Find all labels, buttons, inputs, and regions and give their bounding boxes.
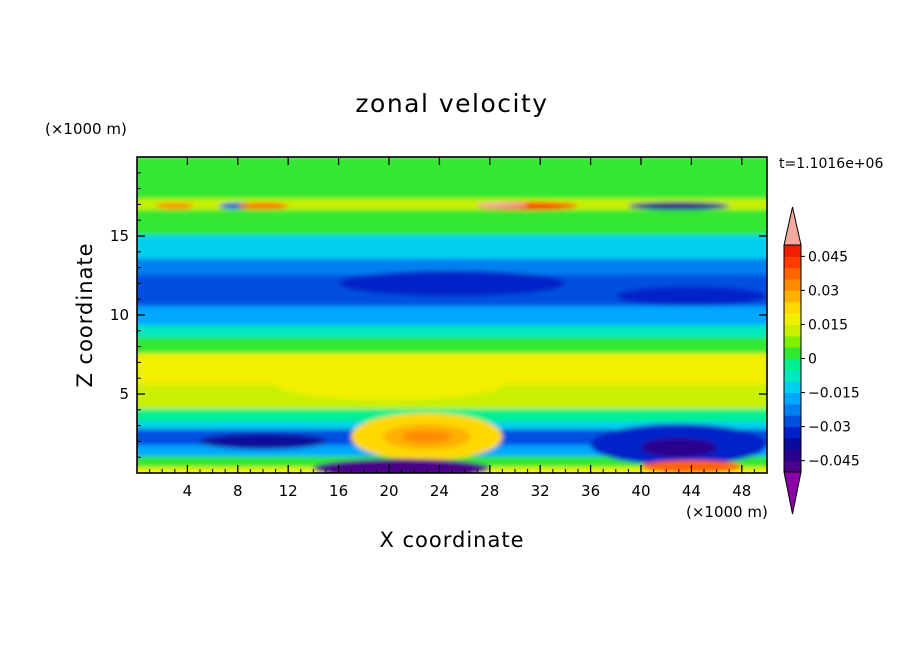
contour-band-0 — [137, 157, 767, 190]
colorbar-swatch — [784, 437, 801, 450]
x-tick-label: 32 — [531, 482, 550, 500]
colorbar-swatch — [784, 301, 801, 314]
contour-feature-10 — [653, 204, 704, 208]
y-tick-label: 15 — [110, 227, 129, 245]
colorbar-swatch — [784, 290, 801, 303]
y-axis: 5 10 15 — [110, 172, 767, 458]
contour-feature-8 — [477, 202, 528, 208]
colorbar-swatch — [784, 245, 801, 257]
colorbar-swatch — [784, 279, 801, 291]
x-tick-label: 4 — [183, 482, 193, 500]
colorbar-swatch — [784, 335, 801, 348]
colorbar-tick-label: 0.015 — [808, 317, 848, 333]
contour-feature-16 — [275, 368, 503, 401]
colorbar-swatch — [784, 358, 801, 371]
x-tick-label: 16 — [329, 482, 348, 500]
colorbar-swatch — [784, 267, 801, 280]
chart-title: zonal velocity — [355, 89, 548, 118]
colorbar-swatch — [784, 426, 801, 439]
contour-feature-17 — [200, 433, 326, 450]
colorbar-swatch — [784, 403, 801, 416]
colorbar-under-arrow — [783, 471, 802, 515]
contour-band-8 — [137, 325, 767, 340]
contour-feature-2 — [401, 430, 452, 443]
x-tick-label: 40 — [631, 482, 650, 500]
y-axis-label: Z coordinate — [73, 242, 97, 387]
x-tick-label: 20 — [379, 482, 398, 500]
x-unit-label: (×1000 m) — [686, 503, 768, 521]
x-tick-label: 24 — [430, 482, 449, 500]
y-unit-label: (×1000 m) — [45, 120, 127, 138]
contour-feature-5 — [313, 458, 490, 473]
time-label: t=1.1016e+06 — [779, 156, 883, 172]
colorbar: −0.045 −0.03 −0.015 0 0.015 0.03 0.045 — [783, 206, 860, 515]
contour-feature-13 — [155, 202, 194, 210]
x-axis-label: X coordinate — [379, 528, 524, 552]
colorbar-swatch — [784, 392, 801, 405]
contour-band-2 — [137, 198, 767, 212]
y-tick-label: 5 — [119, 385, 129, 403]
colorbar-swatch — [784, 460, 801, 473]
colorbar-tick-label: 0 — [808, 352, 817, 368]
y-tick-label: 10 — [110, 306, 129, 324]
x-tick-label: 12 — [279, 482, 298, 500]
x-tick-label: 8 — [233, 482, 243, 500]
colorbar-swatch — [784, 324, 801, 337]
colorbar-tick-label: −0.015 — [808, 386, 860, 402]
contour-feature-15 — [615, 286, 767, 306]
contour-feature-12 — [237, 202, 289, 210]
x-tick-label: 48 — [732, 482, 751, 500]
colorbar-swatch — [784, 313, 801, 325]
x-axis: 4 8 12 16 20 24 28 32 36 40 44 48 — [149, 157, 755, 500]
colorbar-swatch — [784, 256, 801, 269]
contour-band-1 — [137, 187, 767, 201]
colorbar-swatch — [784, 369, 801, 382]
colorbar-over-arrow — [783, 206, 802, 246]
colorbar-tick-label: 0.03 — [808, 283, 839, 299]
contour-band-7 — [137, 306, 767, 328]
colorbar-tick-label: −0.045 — [808, 454, 860, 470]
contour-band-4 — [137, 235, 767, 261]
contour-band-5 — [137, 258, 767, 277]
colorbar-swatch — [784, 415, 801, 428]
x-tick-label: 36 — [581, 482, 600, 500]
contour-band-3 — [137, 209, 767, 237]
colorbar-tick-label: −0.03 — [808, 420, 851, 436]
contour-band-9 — [137, 337, 767, 356]
colorbar-tick-label: 0.045 — [808, 249, 848, 265]
colorbar-swatch — [784, 381, 801, 394]
x-tick-label: 44 — [682, 482, 701, 500]
x-tick-label: 28 — [480, 482, 499, 500]
contour-feature-4 — [641, 438, 717, 458]
contour-feature-14 — [338, 270, 566, 297]
colorbar-swatch — [784, 449, 801, 462]
contour-field — [137, 157, 767, 473]
colorbar-swatch — [784, 347, 801, 359]
